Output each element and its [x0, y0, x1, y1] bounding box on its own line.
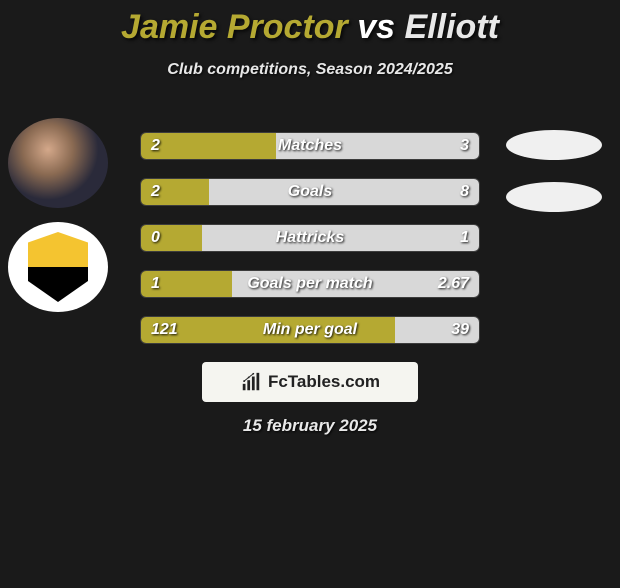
stat-value-player2: 1: [460, 225, 469, 251]
club-crest-icon: [28, 232, 88, 302]
stat-row: 12139Min per goal: [140, 316, 480, 344]
stat-value-player2: 3: [460, 133, 469, 159]
player2-oval-1: [506, 130, 602, 160]
stat-value-player1: 2: [151, 133, 160, 159]
stat-bars: 23Matches28Goals01Hattricks12.67Goals pe…: [140, 132, 480, 362]
comparison-title: Jamie Proctor vs Elliott: [0, 8, 620, 47]
date-text: 15 february 2025: [0, 416, 620, 436]
player1-name: Jamie Proctor: [121, 8, 348, 46]
bar-segment-player2: [276, 133, 479, 159]
bar-segment-player1: [141, 317, 395, 343]
stat-value-player2: 8: [460, 179, 469, 205]
right-ovals: [506, 130, 602, 234]
stat-row: 12.67Goals per match: [140, 270, 480, 298]
avatar-column: [8, 118, 118, 326]
player2-oval-2: [506, 182, 602, 212]
vs-text: vs: [357, 8, 395, 46]
bar-segment-player2: [202, 225, 479, 251]
stat-row: 01Hattricks: [140, 224, 480, 252]
player1-avatar: [8, 118, 108, 208]
stat-value-player2: 39: [451, 317, 469, 343]
branding-text: FcTables.com: [268, 372, 380, 392]
branding-badge: FcTables.com: [202, 362, 418, 402]
player1-club-badge: [8, 222, 108, 312]
subtitle: Club competitions, Season 2024/2025: [0, 61, 620, 79]
bar-segment-player2: [209, 179, 479, 205]
stat-row: 23Matches: [140, 132, 480, 160]
bar-segment-player1: [141, 133, 276, 159]
bar-chart-icon: [240, 371, 262, 393]
stat-value-player1: 121: [151, 317, 178, 343]
stat-value-player1: 0: [151, 225, 160, 251]
stat-row: 28Goals: [140, 178, 480, 206]
player2-name: Elliott: [405, 8, 499, 46]
stat-value-player2: 2.67: [438, 271, 469, 297]
stat-value-player1: 1: [151, 271, 160, 297]
stat-value-player1: 2: [151, 179, 160, 205]
